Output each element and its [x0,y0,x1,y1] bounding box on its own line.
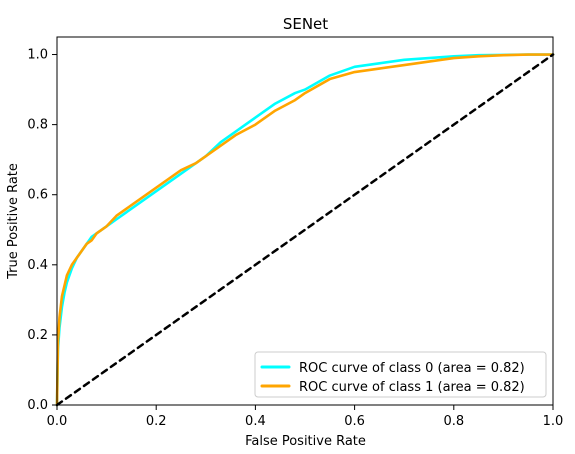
y-tick-label-1: 0.2 [27,328,48,343]
legend-label-1: ROC curve of class 1 (area = 0.82) [299,380,525,395]
x-axis-label: False Positive Rate [245,434,366,449]
legend-label-0: ROC curve of class 0 (area = 0.82) [299,361,525,376]
plot-frame [56,36,554,406]
x-tick-label-2: 0.4 [245,414,266,429]
ticks-layer: 0.0 0.2 0.4 0.6 0.8 1.0 0.0 0.2 0.4 0.6 0.8 1.0 [27,48,563,429]
chart-title: SENet [283,15,328,33]
axes-layer [56,36,554,406]
x-tick-label-4: 0.8 [443,414,464,429]
x-tick-label-5: 1.0 [543,414,564,429]
plot-background [57,37,553,405]
x-tick-label-3: 0.6 [344,414,365,429]
reference-diagonal [55,53,555,407]
series-layer [55,53,555,407]
y-tick-label-3: 0.6 [27,188,48,203]
y-tick-label-5: 1.0 [27,48,48,63]
y-tick-label-0: 0.0 [27,398,48,413]
legend: ROC curve of class 0 (area = 0.82) ROC cu… [254,351,547,398]
x-tick-label-0: 0.0 [47,414,68,429]
roc-curve-0 [55,53,555,407]
legend-box [254,351,547,398]
roc-curve-1 [55,53,555,407]
plot-area [57,37,553,405]
y-tick-label-4: 0.8 [27,118,48,133]
y-tick-label-2: 0.4 [27,258,48,273]
y-axis-label: True Positive Rate [6,163,21,280]
x-tick-label-1: 0.2 [146,414,167,429]
